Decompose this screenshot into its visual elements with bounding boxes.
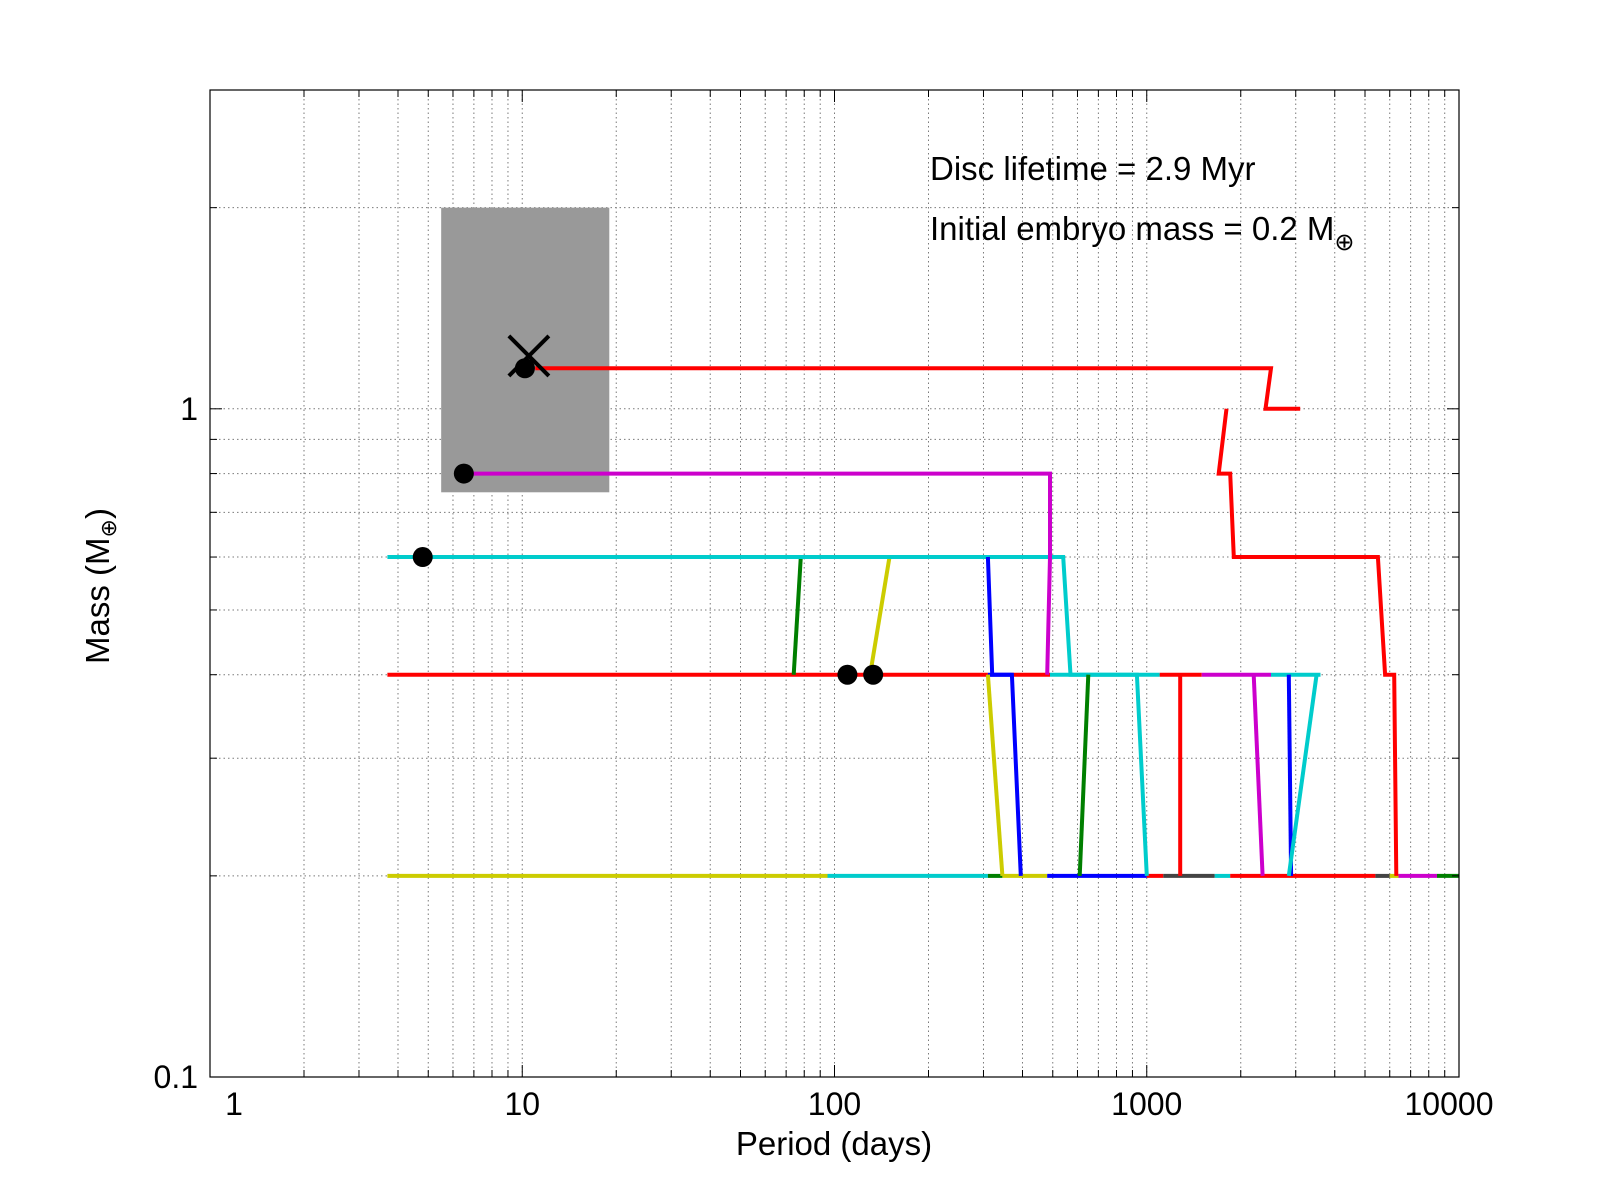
markers-group: [412, 334, 884, 685]
plot-area: [210, 90, 1459, 1077]
svg-text:Initial embryo mass = 0.2 M⊕: Initial embryo mass = 0.2 M⊕: [930, 210, 1355, 256]
series-line-23: [985, 556, 1023, 876]
series-line-31: [535, 366, 1301, 411]
series-line-24: [985, 674, 1005, 877]
series-line-28: [1286, 674, 1294, 876]
x-tick-label: 1000: [1111, 1086, 1182, 1122]
series-line-27: [1251, 674, 1265, 876]
annotation-embryo-mass-subscript: ⊕: [1334, 229, 1354, 256]
series-line-20: [791, 556, 803, 675]
final-planet-marker-2: [412, 547, 433, 568]
observed-planet-cross-stroke: [507, 334, 551, 378]
series-line-32: [1216, 408, 1399, 876]
final-planet-marker-3: [837, 664, 858, 685]
series-line-30: [463, 471, 1052, 675]
y-tick-label: 0.1: [154, 1059, 198, 1095]
series-line-25: [1077, 674, 1091, 876]
x-tick-label: 10000: [1405, 1086, 1494, 1122]
y-tick-label: 1: [180, 391, 198, 427]
y-axis-title-text: Mass (M: [79, 537, 116, 664]
annotation-disc-lifetime: Disc lifetime = 2.9 Myr: [930, 150, 1256, 187]
x-tick-label: 1: [225, 1086, 243, 1122]
observed-planet-cross: [507, 334, 551, 378]
series-line-21: [868, 556, 892, 676]
y-axis-title-close: ): [79, 508, 116, 519]
x-axis-title: Period (days): [736, 1125, 932, 1162]
x-tick-label: 100: [808, 1086, 861, 1122]
series-line-22: [387, 555, 1149, 876]
tick-labels: 1 10 100 1000 10000 0.1 1: [154, 391, 1494, 1122]
annotation-embryo-mass: Initial embryo mass = 0.2 M: [930, 210, 1334, 247]
y-axis-title-subscript: ⊕: [96, 519, 121, 537]
svg-text:Mass (M⊕): Mass (M⊕): [79, 508, 121, 664]
series-group: [387, 366, 1459, 878]
final-planet-marker-1: [453, 463, 474, 484]
y-axis-title: Mass (M⊕): [79, 508, 121, 664]
ticks: [209, 89, 1459, 1078]
series-line-29: [1286, 674, 1319, 877]
x-tick-label: 10: [504, 1086, 540, 1122]
final-planet-marker-4: [863, 664, 884, 685]
